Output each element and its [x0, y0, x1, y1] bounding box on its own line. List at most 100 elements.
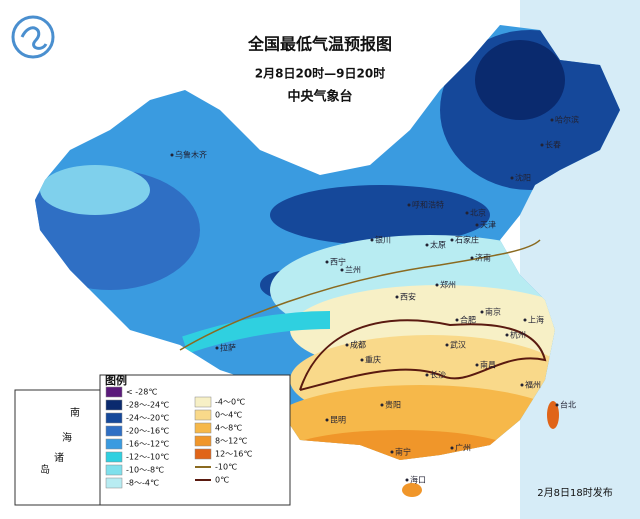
city-label: 兰州: [345, 265, 361, 275]
legend-label: 4～8℃: [215, 424, 242, 433]
legend-swatch: [194, 409, 212, 421]
city-dot: [380, 403, 384, 407]
city-label: 海口: [410, 475, 426, 485]
legend-label: -12～-10℃: [126, 453, 169, 462]
city-dot: [450, 238, 454, 242]
legend-label: 8～12℃: [215, 437, 247, 446]
issued-time: 2月8日18时发布: [537, 486, 612, 499]
city-dot: [395, 295, 399, 299]
legend-swatch: [105, 438, 123, 450]
inset-box: [14, 389, 101, 506]
legend-swatch: [105, 425, 123, 437]
legend-label: -24～-20℃: [126, 414, 169, 423]
city-label: 武汉: [450, 340, 466, 350]
city-dot: [465, 211, 469, 215]
city-label: 郑州: [440, 280, 456, 290]
hainan: [402, 483, 422, 497]
logo: [11, 15, 55, 59]
legend-label: < -28℃: [126, 388, 157, 397]
logo-mark: [20, 26, 48, 50]
city-label: 杭州: [510, 330, 526, 340]
city-label: 乌鲁木齐: [175, 150, 207, 160]
city-label: 银川: [375, 235, 391, 245]
city-label: 长沙: [430, 370, 446, 380]
inset-label: 南: [70, 406, 80, 419]
city-label: 昆明: [330, 416, 346, 425]
city-dot: [480, 310, 484, 314]
legend-label: -8～-4℃: [126, 479, 159, 488]
city-label: 台北: [560, 400, 576, 410]
city-dot: [360, 358, 364, 362]
city-label: 重庆: [365, 355, 381, 365]
city-dot: [325, 260, 329, 264]
legend-label: -20～-16℃: [126, 427, 169, 436]
city-label: 呼和浩特: [412, 200, 444, 210]
legend-swatch: [105, 464, 123, 476]
city-dot: [390, 450, 394, 454]
city-dot: [445, 343, 449, 347]
legend-swatch: [194, 396, 212, 408]
city-dot: [325, 418, 329, 422]
city-label: 天津: [480, 220, 496, 230]
legend-swatch: [105, 412, 123, 424]
city-dot: [450, 446, 454, 450]
legend-swatch: [105, 477, 123, 489]
inset-label: 海: [62, 431, 72, 444]
city-dot: [407, 203, 411, 207]
city-dot: [170, 153, 174, 157]
city-dot: [475, 363, 479, 367]
minus10-isotherm: [179, 239, 541, 351]
city-label: 哈尔滨: [555, 115, 579, 125]
legend-title: 图例: [105, 373, 127, 387]
legend-label: 12～16℃: [215, 450, 252, 459]
period: 2月8日20时—9日20时: [255, 66, 385, 81]
city-label: 北京: [470, 208, 486, 218]
city-dot: [425, 243, 429, 247]
city-label: 济南: [475, 253, 491, 263]
city-label: 西宁: [330, 257, 346, 267]
city-label: 太原: [430, 240, 446, 250]
legend-label: -10～-8℃: [126, 466, 164, 475]
city-dot: [470, 256, 474, 260]
legend-swatch: [194, 422, 212, 434]
taiwan: [547, 401, 559, 429]
legend-label: -28～-24℃: [126, 401, 169, 410]
legend-label: 0℃: [215, 476, 229, 485]
city-dot: [520, 383, 524, 387]
legend-swatch: [105, 399, 123, 411]
legend-label: -16～-12℃: [126, 440, 169, 449]
legend-label: -4～0℃: [215, 398, 245, 407]
city-label: 沈阳: [515, 173, 531, 183]
city-label: 石家庄: [455, 235, 479, 245]
city-label: 福州: [525, 381, 541, 390]
city-dot: [405, 478, 409, 482]
legend-swatch: [194, 448, 212, 460]
city-label: 西安: [400, 292, 416, 302]
city-label: 广州: [455, 443, 471, 453]
city-label: 南京: [485, 307, 501, 317]
city-label: 成都: [350, 340, 366, 350]
legend-swatch: [105, 451, 123, 463]
city-dot: [475, 223, 479, 227]
legend-swatch: [105, 386, 123, 398]
city-dot: [340, 268, 344, 272]
zero-isotherm: [299, 319, 547, 391]
inset-label: 诸: [54, 452, 64, 464]
city-label: 上海: [528, 315, 544, 325]
issuer: 中央气象台: [287, 89, 352, 105]
city-dot: [345, 343, 349, 347]
city-dot: [505, 333, 509, 337]
city-label: 长春: [545, 140, 561, 150]
legend-label: 0～4℃: [215, 411, 242, 420]
legend-swatch: [194, 435, 212, 447]
city-dot: [215, 346, 219, 350]
inset-label: 岛: [40, 463, 50, 476]
city-label: 拉萨: [220, 343, 236, 353]
city-label: 南昌: [480, 360, 496, 370]
city-label: 合肥: [460, 315, 476, 325]
legend-label: -10℃: [215, 463, 237, 472]
city-dot: [523, 318, 527, 322]
city-dot: [550, 118, 554, 122]
city-label: 南宁: [395, 447, 411, 457]
